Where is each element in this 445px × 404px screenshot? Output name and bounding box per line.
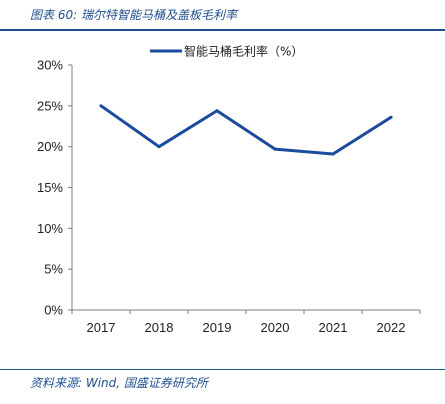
y-tick-label: 20%	[37, 139, 63, 154]
y-tick-label: 25%	[37, 98, 63, 113]
y-tick-label: 15%	[37, 180, 63, 195]
data-point	[157, 145, 161, 149]
source-rule	[0, 369, 445, 370]
y-tick-label: 5%	[44, 262, 63, 277]
y-tick-label: 0%	[44, 303, 63, 318]
x-tick-label: 2021	[319, 320, 348, 335]
x-tick-label: 2019	[203, 320, 232, 335]
data-point	[331, 152, 335, 156]
data-point	[99, 104, 103, 108]
x-tick-label: 2020	[261, 320, 290, 335]
y-tick-label: 10%	[37, 221, 63, 236]
figure-caption: 图表 60: 瑞尔特智能马桶及盖板毛利率	[30, 8, 237, 22]
x-tick-label: 2018	[145, 320, 174, 335]
source-note: 资料来源: Wind, 国盛证券研究所	[30, 376, 208, 390]
legend-label: 智能马桶毛利率（%）	[184, 44, 303, 59]
x-tick-label: 2022	[377, 320, 406, 335]
series-line	[99, 104, 393, 156]
data-point	[273, 147, 277, 151]
data-point	[389, 115, 393, 119]
x-tick-label: 2017	[87, 320, 116, 335]
data-point	[215, 109, 219, 113]
y-tick-label: 30%	[37, 58, 63, 73]
caption-rule	[0, 29, 445, 31]
